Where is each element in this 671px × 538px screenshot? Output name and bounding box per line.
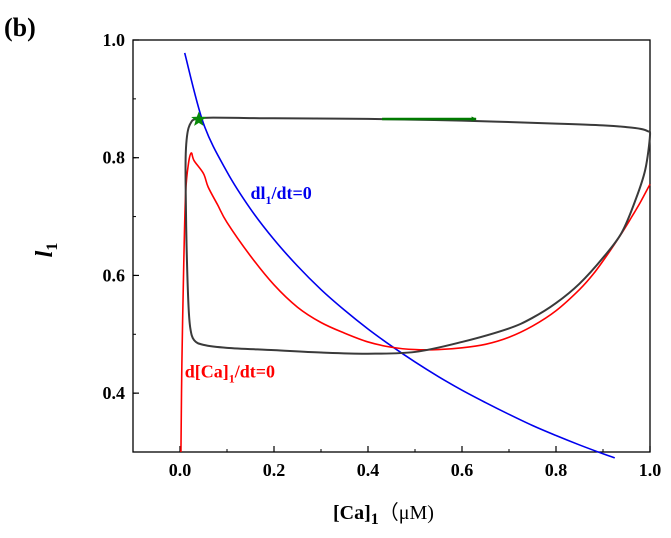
- x-tick-label: 0.0: [169, 460, 192, 480]
- y-tick-label: 1.0: [103, 30, 126, 50]
- star-icon: [191, 111, 207, 126]
- panel-label: (b): [4, 13, 36, 42]
- x-axis-title: [Ca]1（μM): [333, 501, 434, 528]
- x-tick-label: 0.6: [451, 460, 474, 480]
- limit-cycle: [184, 116, 652, 355]
- annotation-dl1-dt: dl1/dt=0: [251, 183, 312, 207]
- series-layer: [180, 52, 652, 459]
- plot-frame: [132, 39, 651, 453]
- x-tick-label: 1.0: [639, 460, 662, 480]
- y-axis-title: l1: [32, 243, 61, 258]
- annotation-dca1-dt: d[Ca]1/dt=0: [185, 361, 275, 385]
- x-tick-label: 0.2: [263, 460, 286, 480]
- y-axis-ticks: 0.4 0.6 0.8 1.0: [103, 30, 139, 453]
- y-tick-label: 0.4: [103, 383, 126, 403]
- x-tick-label: 0.4: [357, 460, 380, 480]
- y-tick-label: 0.8: [103, 148, 126, 168]
- y-tick-label: 0.6: [103, 265, 126, 285]
- red-nullcline: [180, 152, 651, 453]
- x-axis-ticks: 0.0 0.2 0.4 0.6 0.8 1.0: [132, 446, 662, 480]
- x-tick-label: 0.8: [545, 460, 568, 480]
